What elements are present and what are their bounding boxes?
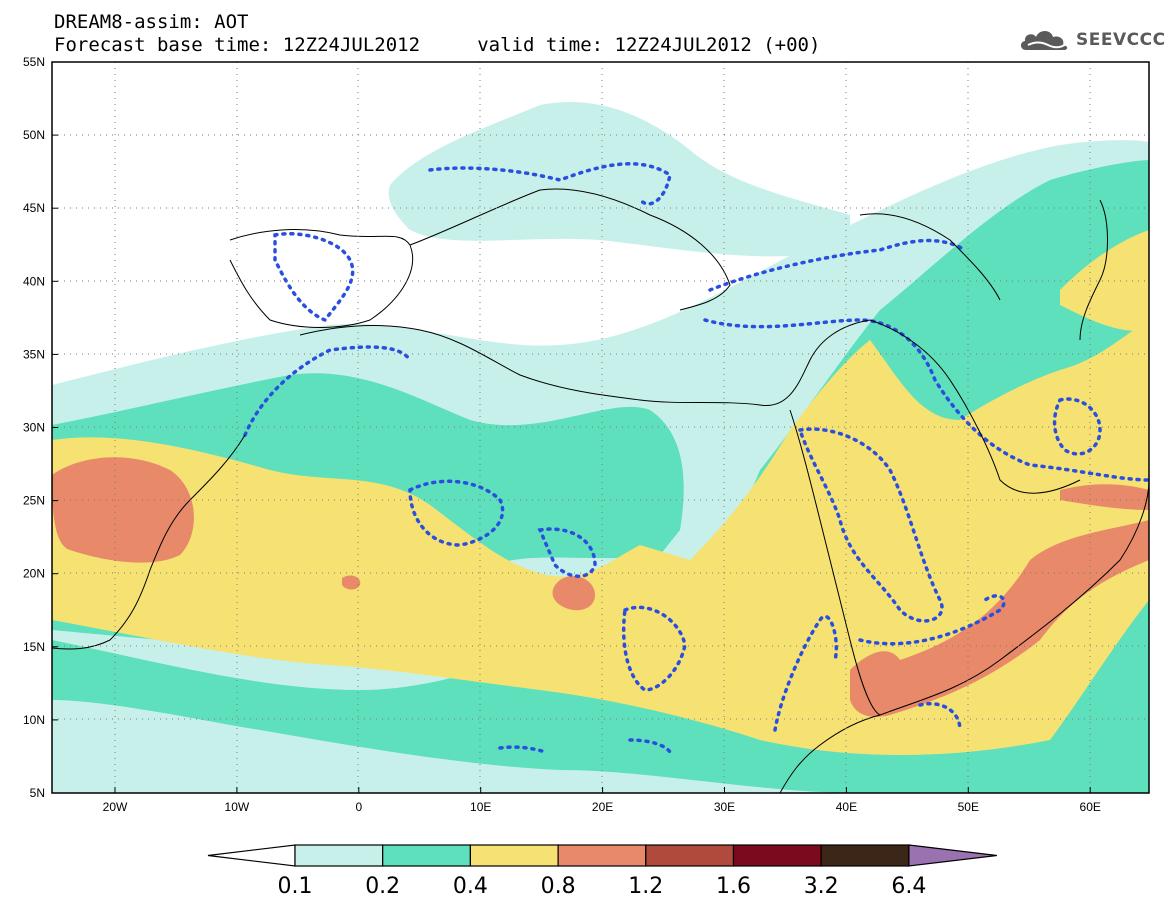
lat-tick-label: 10N [23, 713, 45, 727]
lon-tick-label: 40E [836, 800, 857, 814]
lat-tick-label: 50N [23, 128, 45, 142]
colorbar: 0.1 0.2 0.4 0.8 1.2 1.6 3.2 6.4 [207, 844, 997, 899]
lat-tick-label: 5N [30, 786, 45, 800]
seevccc-logo: SEEVCCC [1018, 26, 1165, 54]
lat-tick-label: 35N [23, 347, 45, 361]
lat-tick-label: 30N [23, 421, 45, 435]
lon-tick-label: 10W [225, 800, 250, 814]
lon-tick-label: 10E [470, 800, 491, 814]
colorbar-max-arrow [908, 844, 997, 867]
lat-tick-label: 15N [23, 640, 45, 654]
colorbar-swatch [732, 844, 822, 867]
colorbar-level-label: 3.2 [804, 874, 839, 899]
longitude-labels: 20W 10W 0 10E 20E 30E 40E 50E 60E [103, 787, 1101, 814]
colorbar-level-label: 0.8 [541, 874, 576, 899]
latitude-labels: 55N 50N 45N 40N 35N 30N 25N 20N 15N 10N 5N [23, 55, 58, 800]
map-title: DREAM8-assim: AOT [54, 11, 249, 33]
colorbar-level-label: 6.4 [891, 874, 926, 899]
lat-tick-label: 20N [23, 567, 45, 581]
aot-field [52, 62, 1149, 793]
lon-tick-label: 50E [958, 800, 979, 814]
colorbar-swatch [820, 844, 910, 867]
colorbar-level-label: 1.6 [716, 874, 751, 899]
lon-tick-label: 30E [714, 800, 735, 814]
lat-tick-label: 40N [23, 274, 45, 288]
colorbar-level-label: 0.1 [278, 874, 313, 899]
lat-tick-label: 55N [23, 55, 45, 69]
colorbar-level-label: 1.2 [628, 874, 663, 899]
forecast-time-line: Forecast base time: 12Z24JUL2012 valid t… [54, 34, 821, 56]
lon-tick-label: 0 [355, 800, 362, 814]
colorbar-swatch [557, 844, 647, 867]
colorbar-swatch [469, 844, 559, 867]
colorbar-min-arrow [207, 844, 296, 867]
lat-tick-label: 45N [23, 201, 45, 215]
lon-tick-label: 20E [592, 800, 613, 814]
cloud-icon [1020, 31, 1068, 50]
colorbar-swatch [382, 844, 472, 867]
lat-tick-label: 25N [23, 494, 45, 508]
colorbar-swatch [294, 844, 384, 867]
colorbar-level-label: 0.2 [365, 874, 400, 899]
lon-tick-label: 60E [1080, 800, 1101, 814]
colorbar-swatch [645, 844, 735, 867]
colorbar-level-label: 0.4 [453, 874, 488, 899]
lon-tick-label: 20W [103, 800, 128, 814]
coastlines [52, 188, 1149, 793]
